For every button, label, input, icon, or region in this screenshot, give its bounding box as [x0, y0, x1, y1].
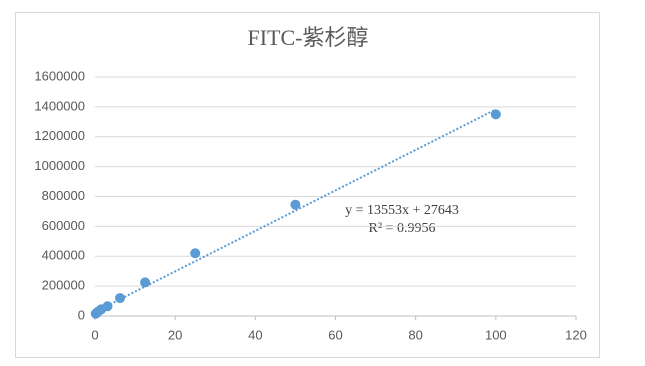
x-tick-label: 100	[485, 327, 507, 342]
point	[115, 293, 126, 304]
trendline	[95, 108, 497, 313]
point	[490, 109, 501, 120]
equation: y = 13553x + 27643	[345, 203, 459, 218]
y-tick-label: 400000	[42, 248, 85, 263]
x-tick-label: 20	[168, 327, 182, 342]
y-tick-label: 1000000	[34, 158, 85, 173]
x-tick-label: 40	[248, 327, 262, 342]
point	[102, 301, 113, 312]
y-tick-label: 600000	[42, 218, 85, 233]
y-tick-label: 800000	[42, 188, 85, 203]
x-tick-label: 0	[91, 327, 98, 342]
x-tick-label: 80	[408, 327, 422, 342]
x-tick-label: 120	[565, 327, 587, 342]
y-tick-label: 0	[78, 307, 85, 322]
point	[290, 199, 301, 210]
y-tick-label: 200000	[42, 278, 85, 293]
y-tick-label: 1200000	[34, 128, 85, 143]
y-tick-label: 1600000	[34, 68, 85, 83]
chart-title: FITC-紫杉醇	[247, 25, 368, 50]
point	[140, 277, 151, 288]
x-tick-label: 60	[328, 327, 342, 342]
y-tick-label: 1400000	[34, 98, 85, 113]
r-squared: R² = 0.9956	[369, 221, 436, 236]
chart-border	[15, 12, 600, 358]
point	[190, 248, 201, 259]
